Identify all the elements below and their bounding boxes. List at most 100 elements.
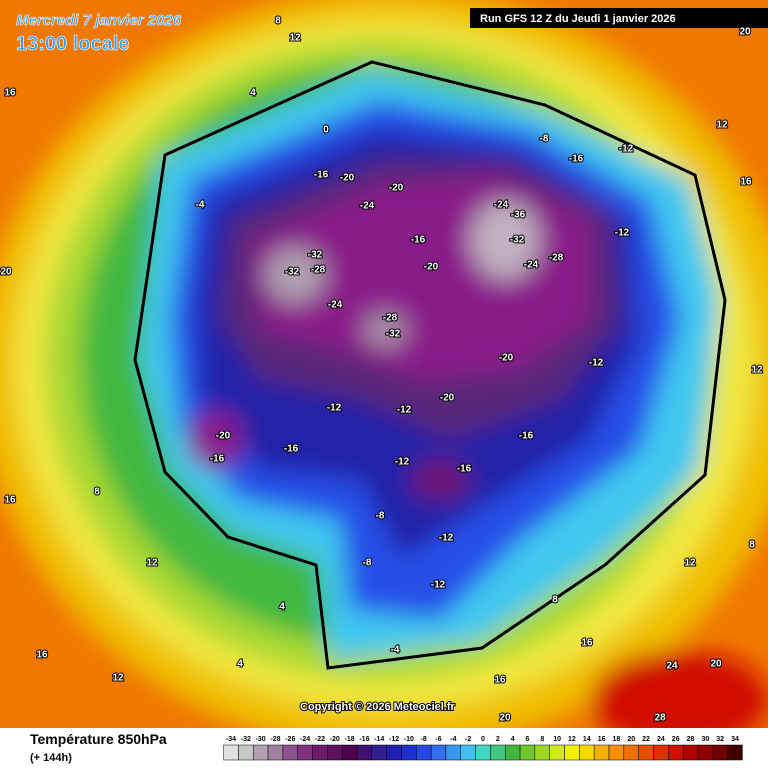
color-box: [653, 744, 669, 761]
contour-label: -24: [360, 201, 375, 212]
contour-label: 20: [499, 713, 511, 724]
scale-label: 10: [553, 736, 561, 743]
color-box: [401, 744, 417, 761]
scale-label: 22: [642, 736, 650, 743]
color-box: [579, 744, 595, 761]
contour-label: -20: [216, 431, 231, 442]
scale-label: 26: [672, 736, 680, 743]
color-box: [504, 744, 521, 761]
color-box: [564, 744, 580, 761]
color-box: [519, 744, 536, 761]
contour-label: -4: [391, 645, 400, 656]
scale-label: 24: [657, 736, 665, 743]
color-box: [223, 744, 239, 761]
temperature-field: [0, 0, 768, 750]
scale-label: -32: [241, 736, 251, 743]
contour-label: 12: [684, 558, 696, 569]
contour-label: -4: [196, 200, 205, 211]
contour-label: 16: [4, 495, 16, 506]
scale-label: 14: [583, 736, 591, 743]
contour-label: -20: [389, 183, 404, 194]
color-box: [252, 744, 269, 761]
contour-label: 16: [494, 675, 506, 686]
contour-label: -16: [314, 170, 329, 181]
color-box: [490, 744, 506, 761]
scale-label: -26: [285, 736, 295, 743]
contour-label: -12: [397, 405, 412, 416]
contour-label: 16: [4, 88, 16, 99]
color-box: [416, 744, 432, 761]
contour-label: 16: [581, 638, 593, 649]
scale-label: -18: [345, 736, 355, 743]
contour-label: -16: [210, 454, 225, 465]
contour-label: -32: [386, 329, 401, 340]
contour-label: 12: [146, 558, 158, 569]
scale-label: 30: [701, 736, 709, 743]
color-box: [475, 744, 491, 761]
color-box: [460, 744, 476, 761]
scale-label: 4: [511, 736, 515, 743]
contour-label: -12: [431, 580, 446, 591]
contour-label: -28: [549, 253, 564, 264]
contour-label: -32: [510, 235, 525, 246]
run-box: [470, 8, 768, 28]
contour-label: 4: [237, 659, 243, 670]
contour-label: -32: [285, 267, 300, 278]
contour-label: -16: [519, 431, 534, 442]
color-box: [668, 744, 684, 761]
contour-label: -16: [569, 154, 584, 165]
contour-label: -12: [589, 358, 604, 369]
color-box: [623, 744, 639, 761]
run: Run GFS 12 Z du Jeudi 1 janvier 2026: [480, 13, 676, 25]
contour-label: -28: [311, 265, 326, 276]
contour-label: -28: [383, 313, 398, 324]
contour-label: 16: [36, 650, 48, 661]
contour-label: 20: [0, 267, 12, 278]
contour-label: -24: [494, 200, 509, 211]
color-box: [445, 744, 462, 761]
contour-label: -16: [284, 444, 299, 455]
contour-label: -16: [411, 235, 426, 246]
legend-subtitle: (+ 144h): [30, 752, 72, 764]
scale-label: 18: [613, 736, 621, 743]
color-box: [697, 744, 714, 761]
scale-label: 8: [540, 736, 544, 743]
contour-label: -24: [328, 300, 343, 311]
color-box: [386, 744, 402, 761]
contour-label: -12: [327, 403, 342, 414]
contour-label: -24: [524, 260, 539, 271]
color-box: [297, 744, 313, 761]
scale-label: 0: [481, 736, 485, 743]
scale-label: -22: [315, 736, 325, 743]
color-box: [727, 744, 743, 761]
color-box: [327, 744, 343, 761]
contour-label: -12: [615, 228, 630, 239]
scale-label: -28: [270, 736, 280, 743]
color-box: [341, 744, 358, 761]
color-box: [593, 744, 610, 761]
contour-label: -20: [340, 173, 355, 184]
color-box: [638, 744, 654, 761]
scale-label: -4: [450, 736, 456, 743]
contour-label: -20: [424, 262, 439, 273]
contour-label: 4: [279, 602, 285, 613]
scale-label: 20: [627, 736, 635, 743]
contour-label: -8: [376, 511, 385, 522]
contour-label: 8: [94, 487, 100, 498]
color-box: [534, 744, 550, 761]
contour-label: 12: [289, 33, 301, 44]
color-box: [549, 744, 565, 761]
contour-label: 8: [275, 16, 281, 27]
contour-label: -12: [439, 533, 454, 544]
color-box: [282, 744, 298, 761]
scale-label: 2: [496, 736, 500, 743]
scale-label: 32: [716, 736, 724, 743]
color-box: [682, 744, 699, 761]
scale-label: 16: [598, 736, 606, 743]
scale-label: -2: [465, 736, 471, 743]
scale-label: -20: [330, 736, 340, 743]
color-box: [371, 744, 387, 761]
legend-title: Température 850hPa: [30, 731, 167, 747]
scale-label: -12: [389, 736, 399, 743]
date: Mercredi 7 janvier 2026: [16, 12, 182, 29]
